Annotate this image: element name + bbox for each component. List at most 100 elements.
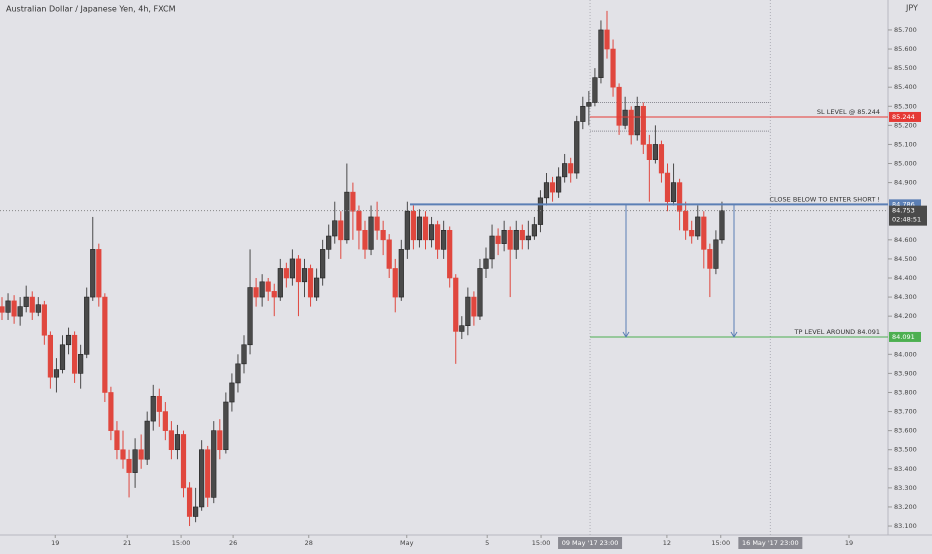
- candle-body: [459, 325, 465, 332]
- candle-body: [229, 382, 235, 403]
- candle-body: [404, 210, 410, 250]
- candle-body: [96, 249, 102, 298]
- y-tick-label: 83.800: [894, 388, 917, 396]
- candle-body: [271, 291, 277, 298]
- candle-body: [72, 334, 78, 374]
- x-tick-label: 26: [229, 539, 237, 547]
- y-tick-label: 84.600: [894, 236, 917, 244]
- candle-body: [501, 229, 507, 244]
- candle-body: [132, 449, 138, 473]
- candle-body: [126, 458, 132, 473]
- current-price-text: 84.753: [892, 207, 915, 215]
- candle-body: [428, 224, 435, 241]
- candle-body: [53, 369, 60, 378]
- x-tick-label: 15:00: [532, 539, 551, 547]
- candle-body: [386, 239, 392, 269]
- candle-body: [0, 306, 5, 313]
- y-tick-label: 83.100: [894, 522, 917, 530]
- candle-body: [719, 210, 725, 241]
- candle-body: [683, 210, 689, 231]
- y-tick-label: 85.500: [894, 64, 917, 72]
- x-tick-label: May: [400, 539, 414, 547]
- x-tick-label: 28: [305, 539, 313, 547]
- candle-body: [447, 229, 453, 279]
- candle-body: [616, 86, 622, 126]
- candle-body: [519, 229, 525, 241]
- y-tick-label: 83.500: [894, 446, 917, 454]
- candle-body: [90, 249, 96, 298]
- y-tick-label: 85.200: [894, 121, 917, 129]
- level-tag: [889, 111, 921, 122]
- candle-body: [35, 304, 41, 313]
- candle-body: [689, 229, 695, 237]
- candle-body: [295, 258, 302, 283]
- y-tick-label: 85.600: [894, 45, 917, 53]
- candle-body: [350, 191, 356, 212]
- candle-body: [513, 229, 519, 250]
- y-tick-label: 84.500: [894, 255, 917, 263]
- x-tick-label: 21: [123, 539, 131, 547]
- candle-body: [23, 296, 29, 307]
- candle-body: [610, 48, 616, 88]
- marker-tag: [558, 537, 623, 549]
- candle-body: [695, 216, 701, 237]
- candle-body: [634, 105, 640, 136]
- candle-body: [410, 210, 417, 241]
- candle-body: [604, 29, 610, 50]
- candle-body: [65, 334, 72, 346]
- candle-body: [17, 306, 23, 317]
- candle-body: [332, 220, 338, 237]
- candle-body: [592, 77, 598, 103]
- candle-body: [495, 235, 501, 244]
- candle-body: [265, 281, 271, 292]
- candle-body: [180, 434, 187, 489]
- candle-body: [489, 235, 495, 260]
- x-tick-label: 5: [485, 539, 489, 547]
- candle-body: [646, 144, 652, 160]
- candle-body: [108, 392, 114, 431]
- marker-label: 16 May '17 23:00: [742, 539, 799, 547]
- candle-body: [477, 268, 483, 317]
- candle-body: [289, 258, 296, 279]
- candle-body: [707, 249, 713, 269]
- candle-body: [41, 304, 47, 336]
- candle-body: [253, 287, 259, 298]
- candle-body: [465, 296, 471, 326]
- arrow-head: [622, 331, 630, 338]
- candle-body: [483, 258, 489, 269]
- candle-body: [598, 29, 604, 78]
- candle-body: [47, 334, 53, 378]
- candle-body: [380, 229, 386, 241]
- candle-body: [277, 268, 283, 298]
- candle-body: [59, 344, 66, 370]
- candle-body: [186, 487, 193, 517]
- level-tag-text: 84.091: [892, 333, 915, 341]
- candle-body: [174, 434, 181, 451]
- candle-body: [580, 105, 586, 122]
- candle-body: [320, 249, 326, 279]
- current-price-tag: [889, 205, 927, 226]
- candle-body: [138, 449, 144, 460]
- candle-body: [713, 239, 719, 269]
- candle-body: [205, 449, 211, 498]
- candle-body: [537, 197, 544, 225]
- y-tick-label: 83.200: [894, 503, 917, 511]
- candle-body: [217, 430, 223, 451]
- candle-body: [555, 176, 562, 193]
- candle-body: [434, 224, 441, 250]
- level-tag-text: 84.786: [892, 200, 915, 208]
- candle-body: [453, 277, 459, 332]
- candle-body: [652, 144, 658, 160]
- candle-body: [326, 235, 332, 250]
- y-tick-label: 83.300: [894, 484, 917, 492]
- candle-body: [241, 344, 247, 365]
- candle-body: [11, 300, 17, 317]
- candle-body: [676, 182, 683, 212]
- marker-label: 09 May '17 23:00: [562, 539, 619, 547]
- candle-body: [664, 172, 671, 202]
- y-tick-label: 85.100: [894, 140, 917, 148]
- candle-body: [628, 109, 634, 136]
- candle-body: [313, 277, 320, 298]
- candle-body: [416, 216, 423, 241]
